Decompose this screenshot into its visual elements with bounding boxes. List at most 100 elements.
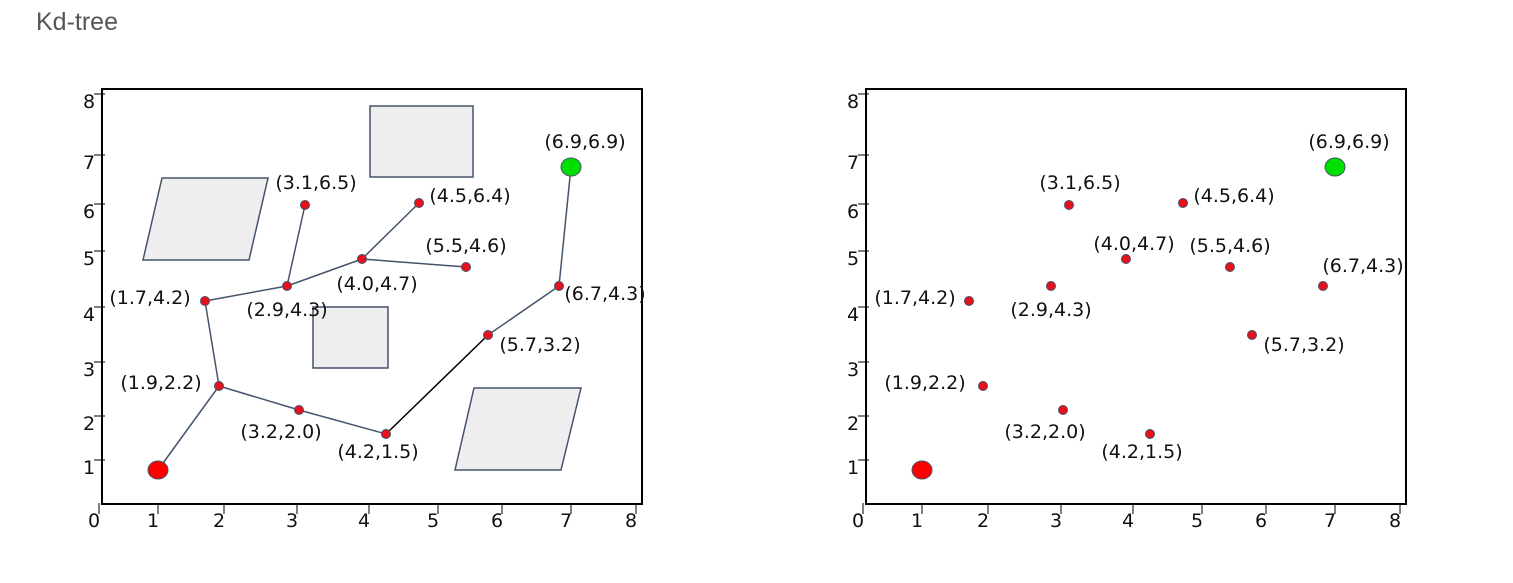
right-goal-label: (6.9,6.9): [1308, 131, 1389, 153]
left-point-marker: [300, 200, 310, 210]
left-point-marker: [294, 405, 304, 415]
left-point-marker: [461, 262, 471, 272]
left-point-label: (5.7,3.2): [499, 334, 580, 356]
right-point-marker: [1046, 281, 1056, 291]
right-x-tick-label: 5: [1191, 510, 1203, 532]
left-y-tick-label: 2: [83, 413, 95, 435]
left-point-marker: [282, 281, 292, 291]
tree-edge: [286, 204, 306, 287]
tree-edge: [157, 385, 220, 471]
left-x-tick-label: 1: [147, 510, 159, 532]
right-point-label: (6.7,4.3): [1322, 255, 1403, 277]
right-point-label: (1.9,2.2): [884, 372, 965, 394]
left-point-label: (1.9,2.2): [120, 372, 201, 394]
tree-edge: [361, 258, 467, 268]
left-point-marker: [200, 296, 210, 306]
left-x-tick-label: 2: [213, 510, 225, 532]
left-goal-marker: [560, 157, 582, 177]
right-y-tick-label: 3: [847, 359, 859, 381]
left-y-tick-label: 6: [83, 201, 95, 223]
right-point-label: (3.1,6.5): [1039, 172, 1120, 194]
left-point-label: (4.2,1.5): [337, 441, 418, 463]
left-point-label: (1.7,4.2): [109, 287, 190, 309]
left-x-tick-label: 0: [88, 510, 100, 532]
right-x-tick-label: 1: [911, 510, 923, 532]
tree-edge: [286, 258, 363, 287]
right-x-tick-label: 6: [1255, 510, 1267, 532]
right-point-label: (4.5,6.4): [1193, 185, 1274, 207]
right-point-marker: [1121, 254, 1131, 264]
right-y-tick-label: 6: [847, 201, 859, 223]
left-x-tick-label: 3: [286, 510, 298, 532]
right-y-tick-label: 5: [847, 248, 859, 270]
tree-edge: [298, 409, 387, 435]
right-point-label: (4.0,4.7): [1093, 233, 1174, 255]
right-y-tick-label: 4: [847, 304, 859, 326]
left-point-marker: [554, 281, 564, 291]
left-goal-label: (6.9,6.9): [544, 131, 625, 153]
obstacle-rect-top: [369, 105, 474, 178]
left-y-tick-label: 4: [83, 304, 95, 326]
left-start-marker: [147, 460, 169, 480]
right-y-tick-label: 7: [847, 152, 859, 174]
obstacle-parallelogram-right: [454, 387, 582, 471]
right-point-marker: [1058, 405, 1068, 415]
right-x-tick-label: 4: [1122, 510, 1134, 532]
left-y-tick-label: 3: [83, 359, 95, 381]
right-x-tick-label: 0: [852, 510, 864, 532]
right-point-label: (5.7,3.2): [1263, 334, 1344, 356]
right-point-marker: [1318, 281, 1328, 291]
tree-edge: [204, 300, 220, 387]
right-plot-frame: [865, 88, 1407, 505]
right-point-label: (5.5,4.6): [1189, 235, 1270, 257]
left-x-tick-label: 6: [491, 510, 503, 532]
right-point-marker: [1178, 198, 1188, 208]
left-x-tick-label: 7: [560, 510, 572, 532]
left-x-tick-label: 8: [625, 510, 637, 532]
left-point-marker: [357, 254, 367, 264]
left-y-tick-label: 5: [83, 248, 95, 270]
left-point-label: (2.9,4.3): [246, 299, 327, 321]
tree-edge: [385, 334, 489, 435]
left-point-label: (4.5,6.4): [429, 185, 510, 207]
right-y-tick-label: 8: [847, 91, 859, 113]
right-point-label: (1.7,4.2): [874, 287, 955, 309]
left-point-label: (6.7,4.3): [564, 283, 645, 305]
right-point-marker: [964, 296, 974, 306]
tree-edge: [361, 202, 420, 260]
right-point-label: (2.9,4.3): [1010, 299, 1091, 321]
right-point-marker: [1145, 429, 1155, 439]
right-point-marker: [1064, 200, 1074, 210]
left-point-marker: [214, 381, 224, 391]
right-panel-points: 0 1 2 3 4 5 6 7 8 8 7 6 5 4 3 2 1 (3.1,6.5) (4.5,6.4) (5.5,…: [847, 88, 1407, 532]
obstacle-parallelogram-left: [142, 177, 269, 261]
right-point-label: (4.2,1.5): [1101, 441, 1182, 463]
left-point-label: (3.2,2.0): [240, 421, 321, 443]
right-start-marker: [911, 460, 933, 480]
left-panel-graph: 0 1 2 3 4 5 6 7 8 8 7 6 5 4 3 2 1 (3.1,6.5) (4.5,6.4) (5.5,…: [83, 88, 646, 532]
tree-edge: [558, 166, 572, 287]
right-point-label: (3.2,2.0): [1004, 421, 1085, 443]
tree-edge: [218, 385, 300, 411]
right-y-tick-label: 1: [847, 457, 859, 479]
left-point-label: (4.0,4.7): [336, 273, 417, 295]
tree-edge: [204, 285, 288, 302]
left-y-tick-label: 7: [83, 152, 95, 174]
left-point-marker: [483, 330, 493, 340]
right-x-tick-label: 3: [1050, 510, 1062, 532]
tree-edge: [487, 285, 560, 336]
left-y-tick-label: 1: [83, 457, 95, 479]
left-x-tick-label: 4: [358, 510, 370, 532]
left-point-label: (5.5,4.6): [425, 235, 506, 257]
right-goal-marker: [1324, 157, 1346, 177]
right-point-marker: [978, 381, 988, 391]
obstacle-rect-center: [312, 306, 389, 369]
left-point-marker: [381, 429, 391, 439]
right-x-tick-label: 2: [977, 510, 989, 532]
right-point-marker: [1247, 330, 1257, 340]
left-point-label: (3.1,6.5): [275, 172, 356, 194]
right-point-marker: [1225, 262, 1235, 272]
right-x-tick-label: 8: [1389, 510, 1401, 532]
left-point-marker: [414, 198, 424, 208]
